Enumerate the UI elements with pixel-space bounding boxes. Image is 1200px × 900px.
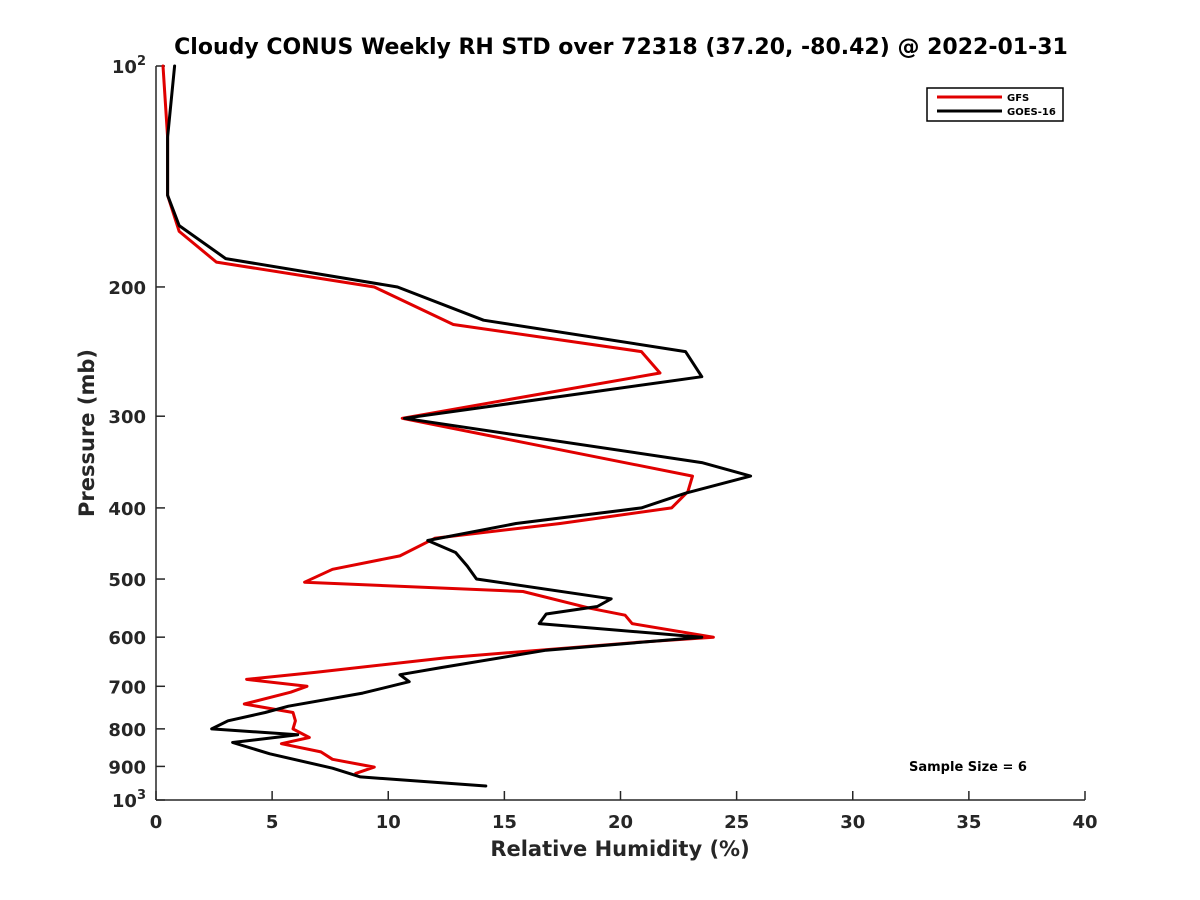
- y-tick-label: 600: [108, 628, 146, 649]
- x-tick-label: 30: [840, 812, 865, 833]
- x-tick-label: 0: [150, 812, 163, 833]
- y-tick-label: 200: [108, 278, 146, 299]
- x-tick-label: 10: [376, 812, 401, 833]
- legend-label-gfs: GFS: [1007, 93, 1029, 104]
- x-tick-label: 40: [1072, 812, 1097, 833]
- x-tick-label: 20: [608, 812, 633, 833]
- x-ticks: 0 5 10 15 20 25 30 35 40: [150, 791, 1098, 833]
- y-tick-label: 400: [108, 499, 146, 520]
- chart-title: Cloudy CONUS Weekly RH STD over 72318 (3…: [174, 35, 1068, 60]
- x-tick-label: 5: [266, 812, 279, 833]
- legend-label-goes16: GOES-16: [1007, 107, 1056, 118]
- sample-size-annotation: Sample Size = 6: [909, 760, 1027, 775]
- series-group: [161, 64, 753, 788]
- x-axis-label: Relative Humidity (%): [490, 837, 749, 861]
- legend: GFS GOES-16: [926, 87, 1064, 122]
- y-axis-label: Pressure (mb): [75, 349, 99, 517]
- y-tick-label: 800: [108, 720, 146, 741]
- y-tick-label: 700: [108, 677, 146, 698]
- x-tick-label: 25: [724, 812, 749, 833]
- y-tick-label: 300: [108, 407, 146, 428]
- legend-box: [926, 87, 1064, 122]
- x-tick-label: 35: [956, 812, 981, 833]
- x-tick-label: 15: [492, 812, 517, 833]
- y-tick-label: 500: [108, 570, 146, 591]
- series-line-goes16: [166, 64, 753, 788]
- y-tick-label: 900: [108, 757, 146, 778]
